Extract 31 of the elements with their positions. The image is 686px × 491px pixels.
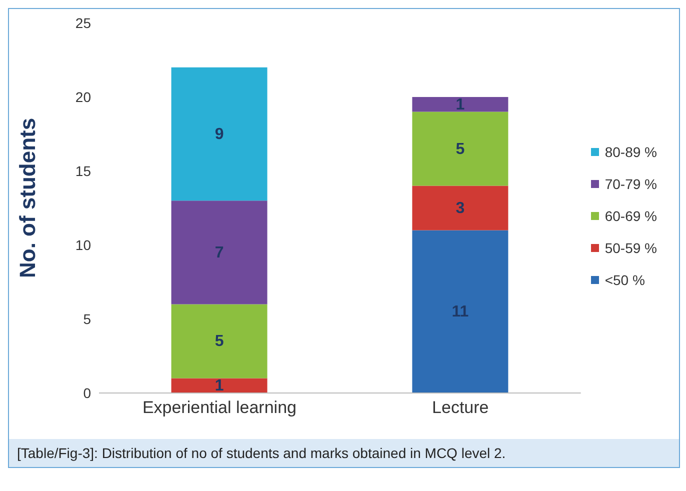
legend-label: 50-59 %: [604, 240, 657, 256]
bar: [412, 112, 508, 186]
bar: [412, 230, 508, 393]
legend-label: 80-89 %: [604, 144, 657, 160]
bar: [171, 378, 268, 393]
legend-label: 70-79 %: [604, 176, 657, 192]
data-label: 3: [456, 200, 465, 217]
data-label: 9: [214, 126, 224, 143]
y-tick-label: 20: [75, 88, 92, 105]
bar: [171, 67, 268, 201]
data-label: 7: [214, 244, 224, 262]
y-tick-label: 10: [75, 236, 92, 253]
y-tick-label: 15: [75, 162, 92, 179]
bar: [171, 304, 268, 378]
x-tick-label: Lecture: [432, 398, 489, 418]
bar: [412, 97, 508, 112]
legend-label: <50 %: [604, 272, 645, 288]
y-axis-title: No. of students: [14, 118, 40, 278]
x-tick-label: Experiential learning: [142, 398, 296, 418]
y-tick-label: 5: [83, 310, 92, 327]
y-tick-label: 0: [83, 384, 92, 401]
text: [Table/Fig-3]: Distribution of no of students and marks obtained in MCQ level 2.: [9, 439, 679, 467]
bar: [412, 186, 508, 230]
y-tick-label: 25: [75, 14, 92, 31]
data-label: 1: [456, 96, 465, 114]
data-label: 1: [214, 378, 224, 395]
bar: [171, 200, 268, 304]
data-label: 5: [214, 333, 224, 350]
data-label: 5: [456, 140, 465, 158]
data-label: 11: [452, 304, 469, 321]
legend-label: 60-69 %: [604, 208, 657, 224]
